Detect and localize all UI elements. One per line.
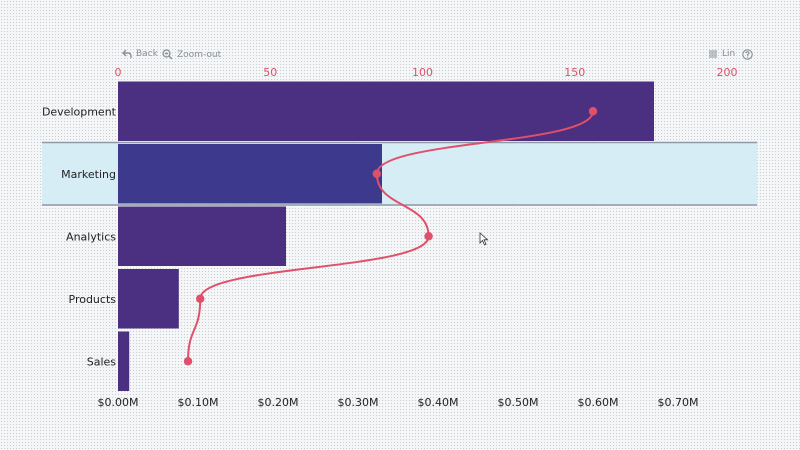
top-tick-label: 200 [717, 66, 738, 79]
bars [118, 81, 654, 392]
bar-development[interactable] [118, 81, 654, 142]
scale-toggle-button[interactable]: Lin [708, 49, 735, 59]
category-label-development: Development [42, 105, 117, 118]
line-point-development[interactable] [588, 107, 598, 116]
back-button[interactable]: Back [122, 49, 158, 59]
line-point-sales[interactable] [183, 357, 193, 366]
list-icon [709, 50, 717, 58]
top-tick-label: 100 [412, 66, 433, 79]
back-label: Back [136, 49, 158, 59]
line-series [183, 107, 598, 366]
x-tick-label: $0.00M [98, 396, 139, 409]
mouse-cursor-icon [479, 232, 489, 246]
top-tick-label: 50 [263, 66, 277, 79]
category-label-products: Products [69, 293, 117, 306]
scale-label: Lin [722, 49, 736, 59]
category-labels: Development Marketing Analytics Products Sal… [42, 105, 117, 368]
help-button[interactable] [742, 49, 753, 60]
x-tick-label: $0.70M [658, 396, 699, 409]
bar-sales[interactable] [118, 331, 130, 392]
x-tick-label: $0.50M [498, 396, 539, 409]
x-tick-label: $0.40M [418, 396, 459, 409]
line-point-marketing[interactable] [372, 169, 382, 178]
zoom-out-icon [162, 49, 173, 60]
x-tick-label: $0.60M [578, 396, 619, 409]
category-label-marketing: Marketing [61, 168, 116, 181]
top-tick-label: 150 [564, 66, 585, 79]
help-circle-icon [742, 49, 753, 60]
bar-analytics[interactable] [118, 206, 286, 267]
category-label-sales: Sales [87, 355, 117, 368]
x-tick-label: $0.10M [178, 396, 219, 409]
bar-products[interactable] [118, 269, 179, 329]
bottom-axis: $0.00M $0.10M $0.20M $0.30M $0.40M $0.50M $0.6… [98, 396, 699, 409]
back-arrow-icon [122, 49, 132, 58]
x-tick-label: $0.30M [338, 396, 379, 409]
category-label-analytics: Analytics [66, 230, 116, 243]
top-tick-label: 0 [115, 66, 122, 79]
x-tick-label: $0.20M [258, 396, 299, 409]
zoom-out-label: Zoom-out [177, 49, 222, 60]
line-point-analytics[interactable] [424, 232, 433, 241]
bar-marketing[interactable] [118, 144, 382, 204]
line-point-products[interactable] [196, 294, 205, 303]
zoom-out-button[interactable]: Zoom-out [162, 49, 221, 60]
top-axis: 0 50 100 150 200 [115, 66, 738, 79]
